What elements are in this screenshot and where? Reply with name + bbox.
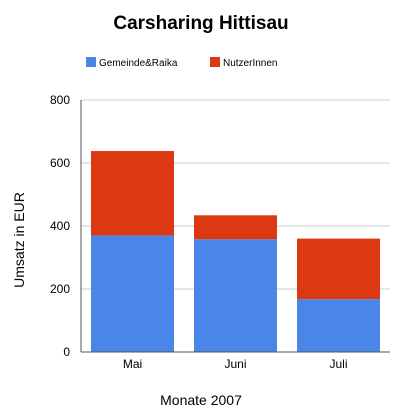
bar-nutzerinnen-juni <box>194 215 277 240</box>
x-tick-label: Mai <box>123 357 142 371</box>
legend-label-gemeinde-raika: Gemeinde&Raika <box>99 58 178 69</box>
bars <box>91 151 380 352</box>
x-tick-label: Juni <box>224 357 246 371</box>
y-tick-label: 400 <box>50 219 70 233</box>
y-tick-label: 800 <box>50 93 70 107</box>
bar-gemeinde-raika-juli <box>297 299 380 352</box>
legend-swatch-nutzerinnen <box>210 57 220 67</box>
y-axis-label: Umsatz in EUR <box>11 192 27 288</box>
x-tick-labels: Mai Juni Juli <box>123 357 348 371</box>
y-tick-labels: 0 200 400 600 800 <box>50 93 70 359</box>
axes <box>80 100 390 353</box>
bar-nutzerinnen-juli <box>297 238 380 300</box>
x-tick-label: Juli <box>329 357 347 371</box>
y-tick-label: 200 <box>50 282 70 296</box>
legend-label-nutzerinnen: NutzerInnen <box>223 58 277 69</box>
y-tick-label: 600 <box>50 156 70 170</box>
bar-gemeinde-raika-mai <box>91 235 174 352</box>
y-tick-label: 0 <box>63 345 70 359</box>
bar-gemeinde-raika-juni <box>194 239 277 352</box>
x-axis-label: Monate 2007 <box>160 392 242 408</box>
legend: Gemeinde&Raika NutzerInnen <box>86 57 277 69</box>
chart-title: Carsharing Hittisau <box>113 13 288 34</box>
legend-swatch-gemeinde-raika <box>86 57 96 67</box>
bar-nutzerinnen-mai <box>91 151 174 236</box>
